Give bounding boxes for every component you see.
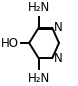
Text: HO: HO	[1, 36, 19, 50]
Text: N: N	[54, 52, 62, 65]
Text: H₂N: H₂N	[28, 72, 50, 85]
Text: H₂N: H₂N	[28, 1, 50, 14]
Text: N: N	[54, 21, 62, 34]
